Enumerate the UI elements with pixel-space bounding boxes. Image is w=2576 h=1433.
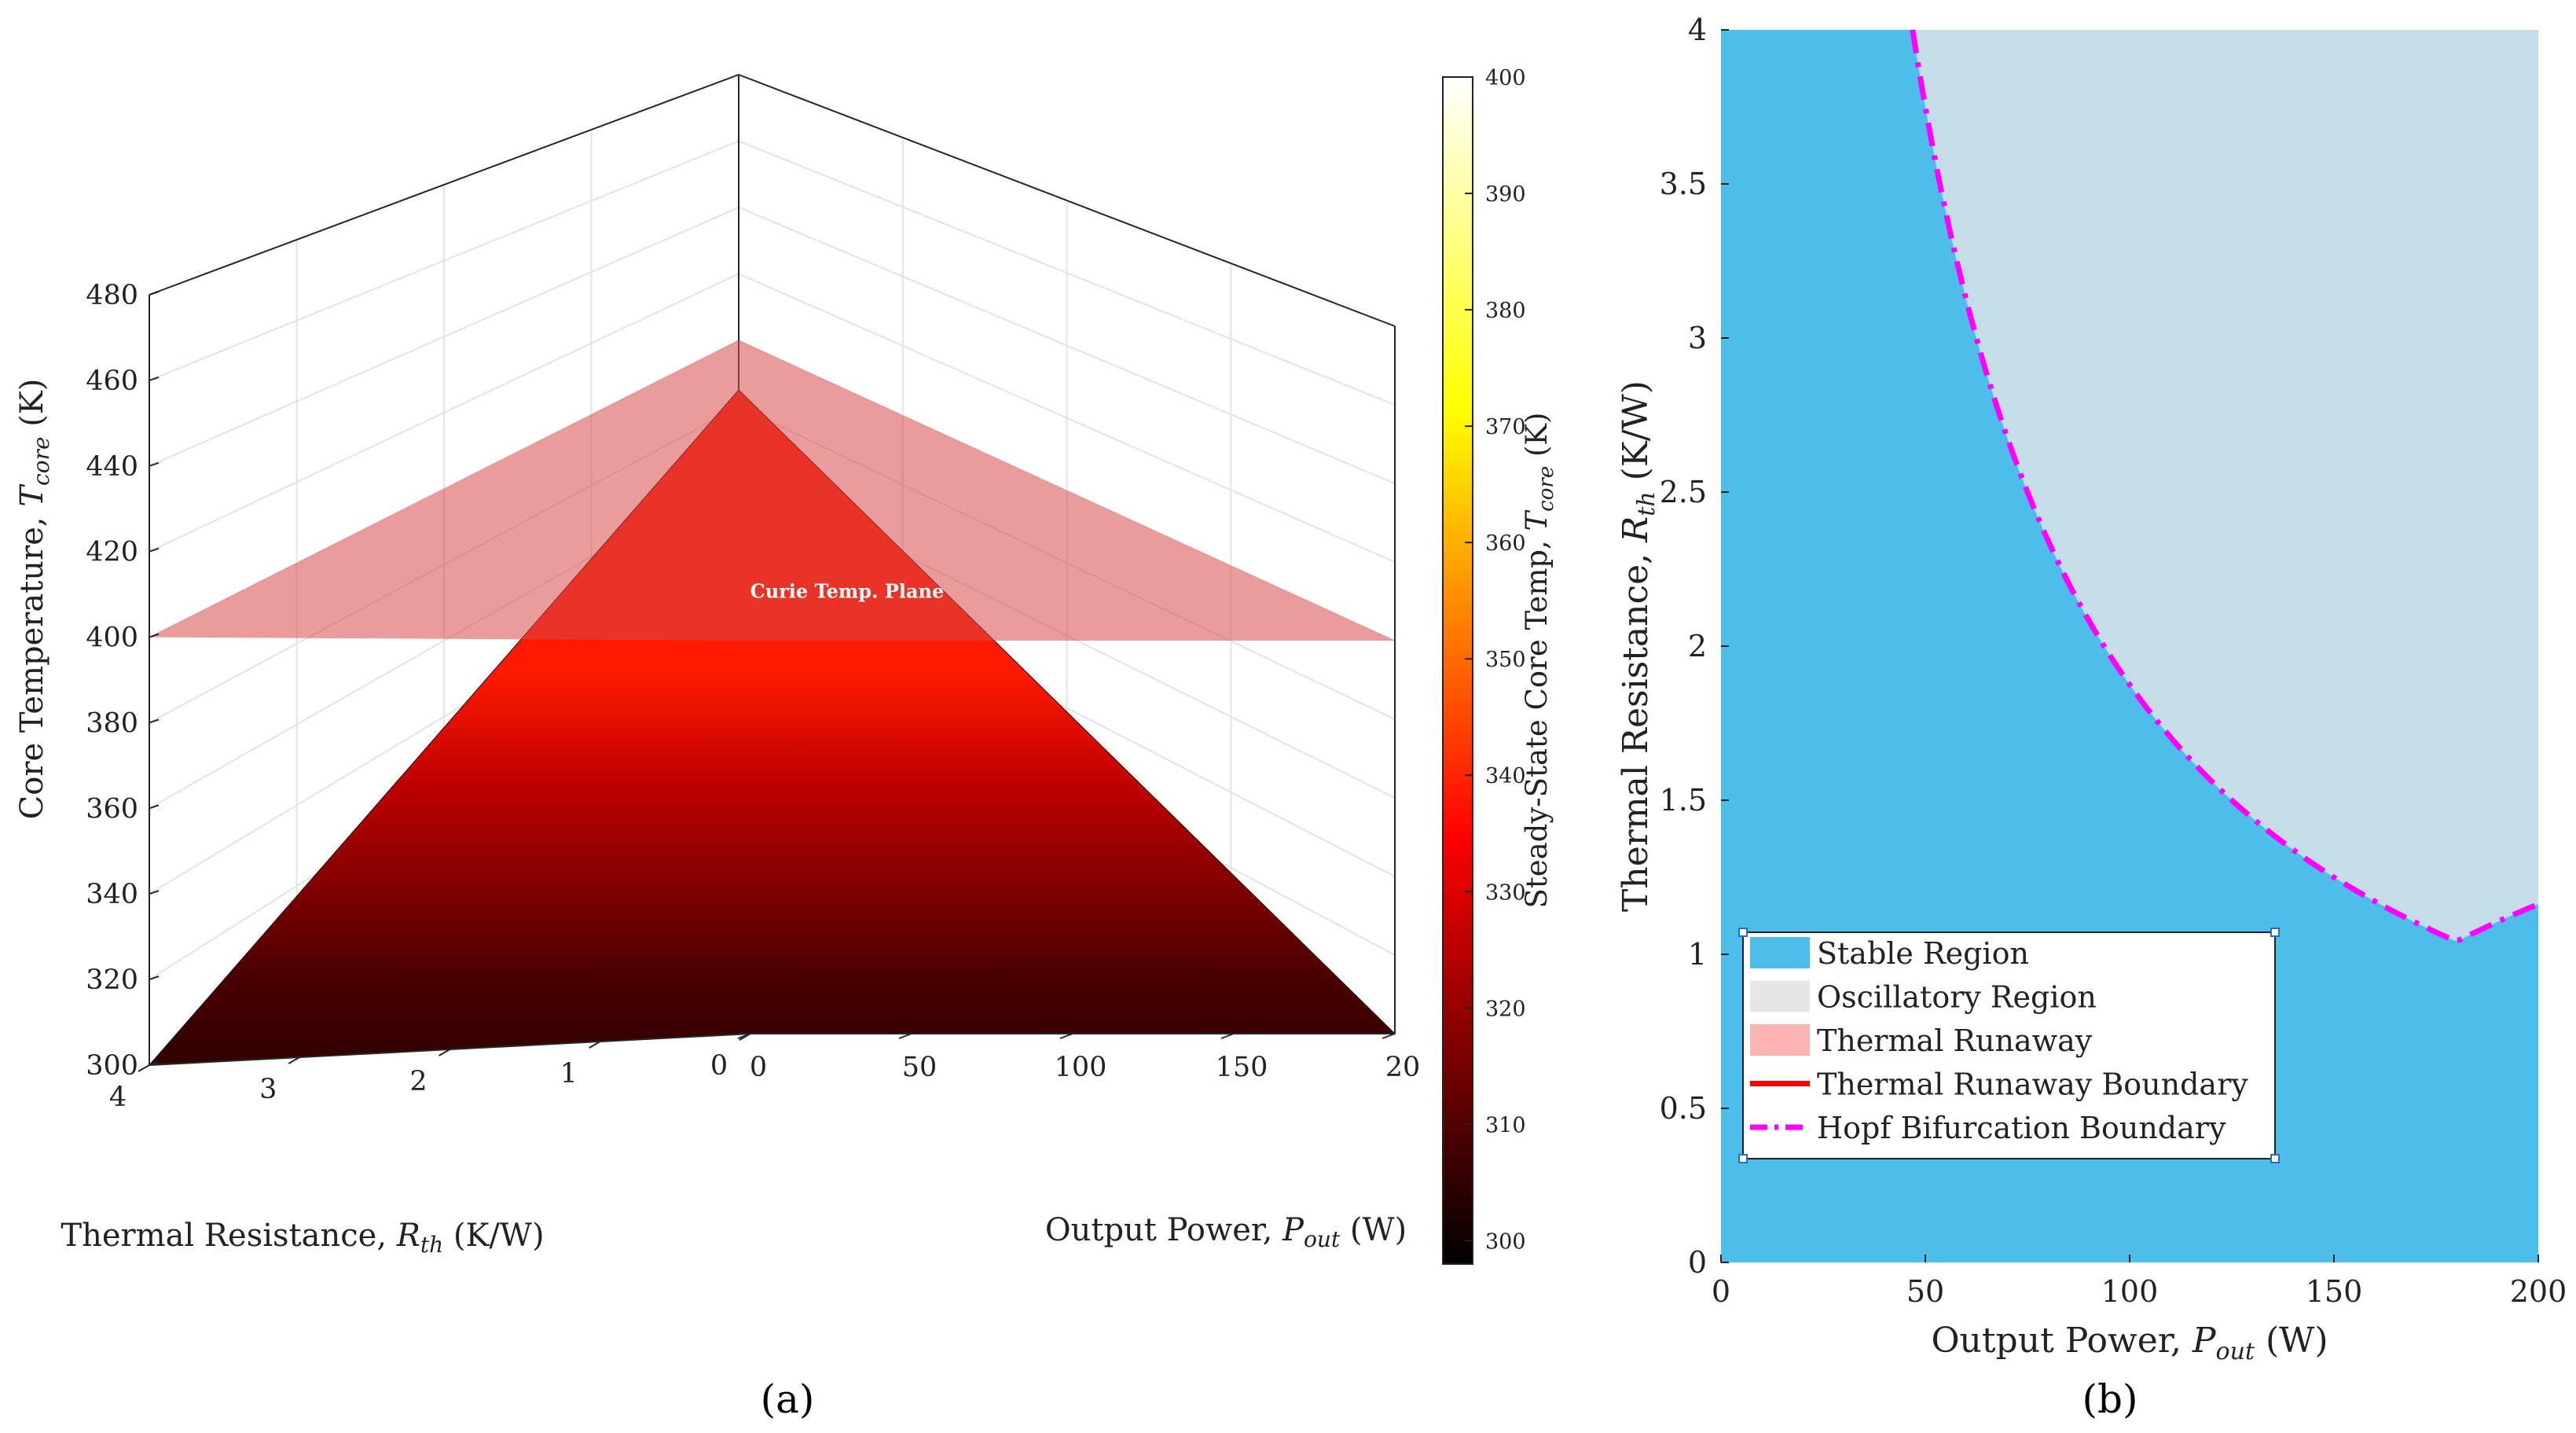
colorbar-tick-label: 380 — [1485, 299, 1526, 323]
a-z-tick — [149, 976, 160, 981]
legend-box — [1742, 931, 2276, 1159]
a-y-tick-label: 1 — [560, 1058, 578, 1089]
legend-swatch — [1750, 980, 1810, 1012]
b-x-tick-label: 150 — [2306, 1274, 2363, 1309]
legend-label: Oscillatory Region — [1817, 980, 2097, 1015]
legend-handle[interactable] — [2270, 1154, 2280, 1163]
a-z-tick-label: 380 — [86, 707, 138, 739]
b-y-tick-label: 1 — [1688, 937, 1707, 972]
a-y-tick-label: 2 — [409, 1066, 427, 1097]
a-z-tick-label: 460 — [86, 366, 138, 397]
a-z-tick-label: 480 — [86, 280, 138, 311]
a-y-tick — [589, 1041, 601, 1049]
b-y-tick-label: 4 — [1688, 13, 1707, 47]
legend-label: Thermal Runaway Boundary — [1817, 1067, 2248, 1102]
colorbar-tick-label: 390 — [1485, 182, 1526, 207]
legend-handle[interactable] — [2270, 928, 2280, 937]
a-z-tick-label: 340 — [86, 879, 138, 910]
b-y-tick-label: 1.5 — [1660, 783, 1707, 818]
colorbar-tick-label: 300 — [1485, 1229, 1526, 1254]
legend-handle[interactable] — [1738, 1154, 1748, 1163]
b-y-tick-label: 3 — [1688, 321, 1707, 355]
legend-handle[interactable] — [1738, 928, 1748, 937]
legend-label: Hopf Bifurcation Boundary — [1817, 1111, 2226, 1145]
panel-label-a: (a) — [761, 1376, 815, 1422]
b-x-tick-label: 50 — [1906, 1274, 1944, 1309]
legend: Stable Region Oscillatory Region Thermal R… — [1738, 928, 2280, 1163]
legend-label: Thermal Runaway — [1817, 1023, 2093, 1058]
b-y-tick-label: 3.5 — [1660, 167, 1707, 201]
b-y-tick-label: 0 — [1688, 1245, 1707, 1280]
curie-temp-plane — [149, 340, 1395, 641]
a-z-tick-label: 420 — [86, 537, 138, 568]
a-y-axis-line — [149, 1033, 751, 1066]
a-z-tick-label: 360 — [86, 793, 138, 825]
a-z-axis-label: Core Temperature, Tcore (K) — [14, 379, 54, 820]
a-y-ticks: 0 1 2 3 4 — [109, 1033, 751, 1113]
a-y-tick-label: 4 — [109, 1082, 127, 1113]
a-box-edge — [149, 74, 739, 296]
b-x-tick-label: 0 — [1712, 1274, 1730, 1309]
a-y-tick — [439, 1049, 450, 1056]
a-x-tick-label: 20 — [1385, 1052, 1421, 1083]
a-x-tick-label: 150 — [1216, 1052, 1268, 1083]
colorbar-tick-label: 350 — [1485, 648, 1526, 672]
colorbar-tick-label: 320 — [1485, 997, 1526, 1021]
b-x-tick-label: 100 — [2101, 1274, 2159, 1309]
colorbar-tick-label: 340 — [1485, 764, 1526, 788]
panel-label-b: (b) — [2082, 1376, 2137, 1422]
a-z-tick — [149, 890, 160, 895]
panel-a-3d-surface: Curie Temp. Plane 3003203403603804004204… — [14, 66, 1558, 1422]
colorbar-tick-label: 360 — [1485, 531, 1526, 556]
a-z-tick — [149, 633, 160, 638]
a-z-tick — [149, 461, 160, 467]
legend-swatch — [1750, 1024, 1810, 1056]
a-y-tick — [739, 1033, 751, 1041]
colorbar-tick-label: 400 — [1485, 66, 1526, 90]
a-x-tick-label: 100 — [1055, 1052, 1107, 1083]
panel-b-stability-map: 0 50 100 150 200 0 0.5 1 1.5 2 2.5 3 3.5 4 Output Po… — [1616, 13, 2567, 1422]
a-x-tick-label: 50 — [902, 1052, 938, 1083]
a-x-tick-label: 0 — [750, 1052, 767, 1083]
colorbar — [1442, 76, 1473, 1265]
b-y-tick-label: 0.5 — [1660, 1091, 1707, 1126]
legend-items: Stable Region Oscillatory Region Thermal R… — [1750, 936, 2248, 1145]
b-y-tick-label: 2 — [1688, 629, 1707, 663]
legend-swatch — [1750, 937, 1810, 968]
colorbar-label: Steady-State Core Temp, Tcore (K) — [1520, 413, 1558, 909]
colorbar-ticks: 300 310 320 330 340 350 360 370 380 390 400 — [1465, 66, 1526, 1254]
curie-plane-label: Curie Temp. Plane — [750, 580, 945, 603]
a-z-tick-label: 440 — [86, 451, 138, 483]
a-y-tick-label: 3 — [259, 1074, 277, 1105]
a-box-edge — [738, 74, 1396, 327]
a-z-tick-label: 300 — [86, 1050, 138, 1082]
a-y-axis-label: Thermal Resistance, Rth (K/W) — [61, 1218, 544, 1258]
b-x-tick-label: 200 — [2510, 1274, 2567, 1309]
a-z-ticks: 300 320 340 360 380 400 420 440 460 480 — [86, 280, 160, 1082]
a-z-tick — [149, 291, 160, 296]
a-z-tick — [149, 547, 160, 553]
b-y-tick-label: 2.5 — [1660, 475, 1707, 509]
a-y-tick — [138, 1064, 150, 1072]
b-y-axis-label: Thermal Resistance, Rth (K/W) — [1616, 380, 1660, 912]
legend-label: Stable Region — [1817, 936, 2029, 971]
hopf-bifurcation-line — [1910, 29, 2540, 944]
colorbar-tick-label: 370 — [1485, 415, 1526, 439]
b-y-ticks: 0 0.5 1 1.5 2 2.5 3 3.5 4 — [1660, 13, 1729, 1280]
a-z-tick-label: 400 — [86, 623, 138, 654]
a-x-ticks: 0 50 100 150 20 — [737, 1033, 1421, 1083]
colorbar-tick-label: 330 — [1485, 880, 1526, 905]
a-z-tick — [149, 804, 160, 810]
a-z-tick — [149, 376, 160, 381]
a-y-tick — [288, 1056, 300, 1064]
oscillatory-region — [1912, 30, 2538, 941]
a-x-axis-label: Output Power, Pout (W) — [1045, 1212, 1407, 1252]
b-x-ticks: 0 50 100 150 200 — [1712, 1255, 2567, 1309]
a-y-tick-label: 0 — [710, 1050, 728, 1082]
b-x-axis-label: Output Power, Pout (W) — [1931, 1321, 2328, 1365]
a-z-tick — [149, 718, 160, 724]
a-z-tick-label: 320 — [86, 965, 138, 996]
colorbar-tick-label: 310 — [1485, 1113, 1526, 1137]
